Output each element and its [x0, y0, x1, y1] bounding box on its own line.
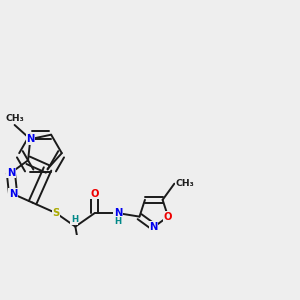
Text: H: H — [71, 215, 78, 224]
Text: N: N — [7, 168, 15, 178]
Text: O: O — [164, 212, 172, 222]
Text: CH₃: CH₃ — [175, 179, 194, 188]
Text: S: S — [52, 208, 60, 218]
Text: H: H — [115, 217, 122, 226]
Text: N: N — [150, 222, 158, 232]
Text: O: O — [90, 189, 99, 199]
Text: CH₃: CH₃ — [5, 114, 24, 123]
Text: N: N — [9, 189, 17, 199]
Text: N: N — [26, 134, 34, 144]
Text: N: N — [114, 208, 122, 218]
